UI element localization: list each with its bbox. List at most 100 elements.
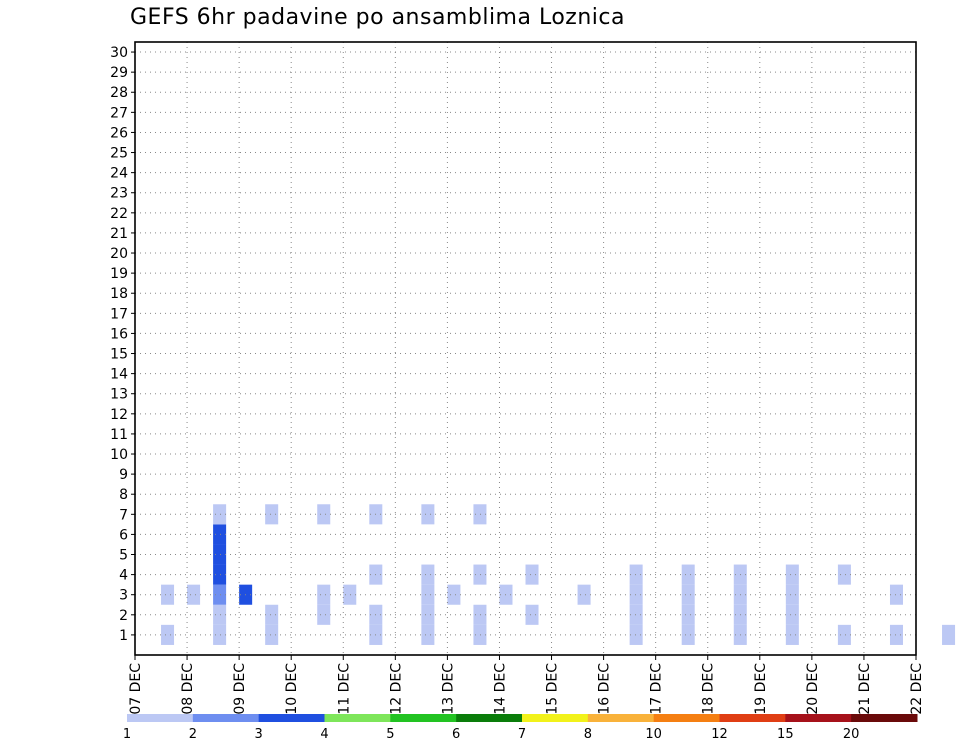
precip-cell: [525, 564, 539, 585]
x-tick-label: 20 DEC: [805, 663, 821, 715]
legend-level-label: 5: [386, 727, 394, 742]
precip-cell: [577, 584, 591, 605]
x-tick-label: 19 DEC: [753, 663, 769, 715]
precip-cell: [447, 584, 461, 605]
legend-level-label: 15: [777, 727, 794, 742]
y-tick-label: 22: [110, 206, 128, 222]
precip-cell: [161, 584, 175, 605]
x-tick-label: 18 DEC: [701, 663, 717, 715]
precip-cell: [473, 564, 487, 585]
x-tick-label: 16 DEC: [597, 663, 613, 715]
legend-level-label: 2: [189, 727, 197, 742]
precip-cell: [889, 624, 903, 645]
precip-cell: [629, 564, 643, 585]
precip-cell: [317, 604, 331, 625]
y-tick-label: 27: [110, 105, 128, 121]
precip-cell: [473, 624, 487, 645]
y-tick-label: 1: [119, 628, 128, 644]
precip-cell: [421, 604, 435, 625]
precip-cell: [889, 584, 903, 605]
legend-swatch: [456, 714, 523, 722]
legend-level-label: 7: [518, 727, 526, 742]
precip-cell: [785, 564, 799, 585]
y-tick-label: 25: [110, 146, 128, 162]
x-tick-label: 08 DEC: [180, 663, 196, 715]
legend-swatch: [192, 714, 260, 722]
x-tick-label: 21 DEC: [857, 663, 873, 715]
precip-cell: [421, 564, 435, 585]
y-tick-label: 17: [110, 306, 128, 322]
precip-cell: [187, 584, 201, 605]
plot-frame: [134, 41, 917, 656]
precip-cell: [161, 624, 175, 645]
y-tick-label: 14: [110, 367, 128, 383]
precip-cell: [213, 504, 227, 525]
precip-cell: [343, 584, 357, 605]
legend-level-label: 6: [452, 727, 460, 742]
legend-swatch: [390, 714, 457, 722]
precip-cell: [837, 564, 851, 585]
y-tick-label: 18: [110, 286, 128, 302]
legend-swatch: [653, 714, 720, 722]
legend-swatch: [719, 714, 786, 722]
legend-level-label: 8: [584, 727, 592, 742]
precip-cell: [213, 544, 227, 565]
y-tick-label: 7: [119, 507, 128, 523]
precip-cell: [213, 524, 227, 545]
chart-title: GEFS 6hr padavine po ansamblima Loznica: [130, 5, 625, 30]
y-tick-label: 16: [110, 326, 128, 342]
y-tick-label: 23: [110, 186, 128, 202]
x-tick-label: 14 DEC: [492, 663, 508, 715]
y-tick-label: 26: [110, 125, 128, 141]
y-tick-label: 30: [110, 45, 128, 61]
precip-cell: [421, 624, 435, 645]
legend-swatch: [851, 714, 918, 722]
precip-cell: [785, 584, 799, 605]
y-tick-label: 19: [110, 266, 128, 282]
precip-cell: [629, 624, 643, 645]
precip-cell: [785, 624, 799, 645]
precip-cell: [317, 504, 331, 525]
y-tick-label: 13: [110, 387, 128, 403]
y-tick-label: 10: [110, 447, 128, 463]
y-tick-label: 12: [110, 407, 128, 423]
y-tick-label: 4: [119, 568, 128, 584]
y-tick-label: 20: [110, 246, 128, 262]
precip-cell: [213, 624, 227, 645]
legend-swatch: [127, 714, 194, 722]
x-tick-label: 17 DEC: [649, 663, 665, 715]
precip-cell: [473, 604, 487, 625]
y-tick-label: 21: [110, 226, 128, 242]
legend-level-label: 12: [711, 727, 728, 742]
precip-cell: [213, 584, 227, 605]
legend-swatch: [587, 714, 655, 722]
legend-level-label: 10: [645, 727, 662, 742]
y-tick-label: 2: [119, 608, 128, 624]
x-tick-label: 15 DEC: [545, 663, 561, 715]
precip-cell: [421, 584, 435, 605]
y-tick-label: 29: [110, 65, 128, 81]
x-tick-label: 12 DEC: [388, 663, 404, 715]
x-tick-label: 22 DEC: [909, 663, 925, 715]
precip-cell: [681, 604, 695, 625]
precip-cell: [213, 604, 227, 625]
y-tick-label: 11: [110, 427, 128, 443]
y-tick-label: 9: [119, 467, 128, 483]
x-tick-label: 11 DEC: [336, 663, 352, 715]
precip-cell: [265, 624, 279, 645]
precip-cell: [265, 504, 279, 525]
x-tick-label: 13 DEC: [440, 663, 456, 715]
legend-level-label: 4: [320, 727, 328, 742]
precip-cell: [525, 604, 539, 625]
legend-level-label: 1: [123, 727, 131, 742]
y-tick-label: 28: [110, 85, 128, 101]
x-tick-label: 10 DEC: [284, 663, 300, 715]
y-tick-label: 8: [119, 487, 128, 503]
precip-cell: [317, 584, 331, 605]
y-tick-label: 15: [110, 347, 128, 363]
precip-cell: [681, 564, 695, 585]
legend-swatch: [785, 714, 852, 722]
legend-level-label: 3: [255, 727, 263, 742]
precip-cell: [785, 604, 799, 625]
